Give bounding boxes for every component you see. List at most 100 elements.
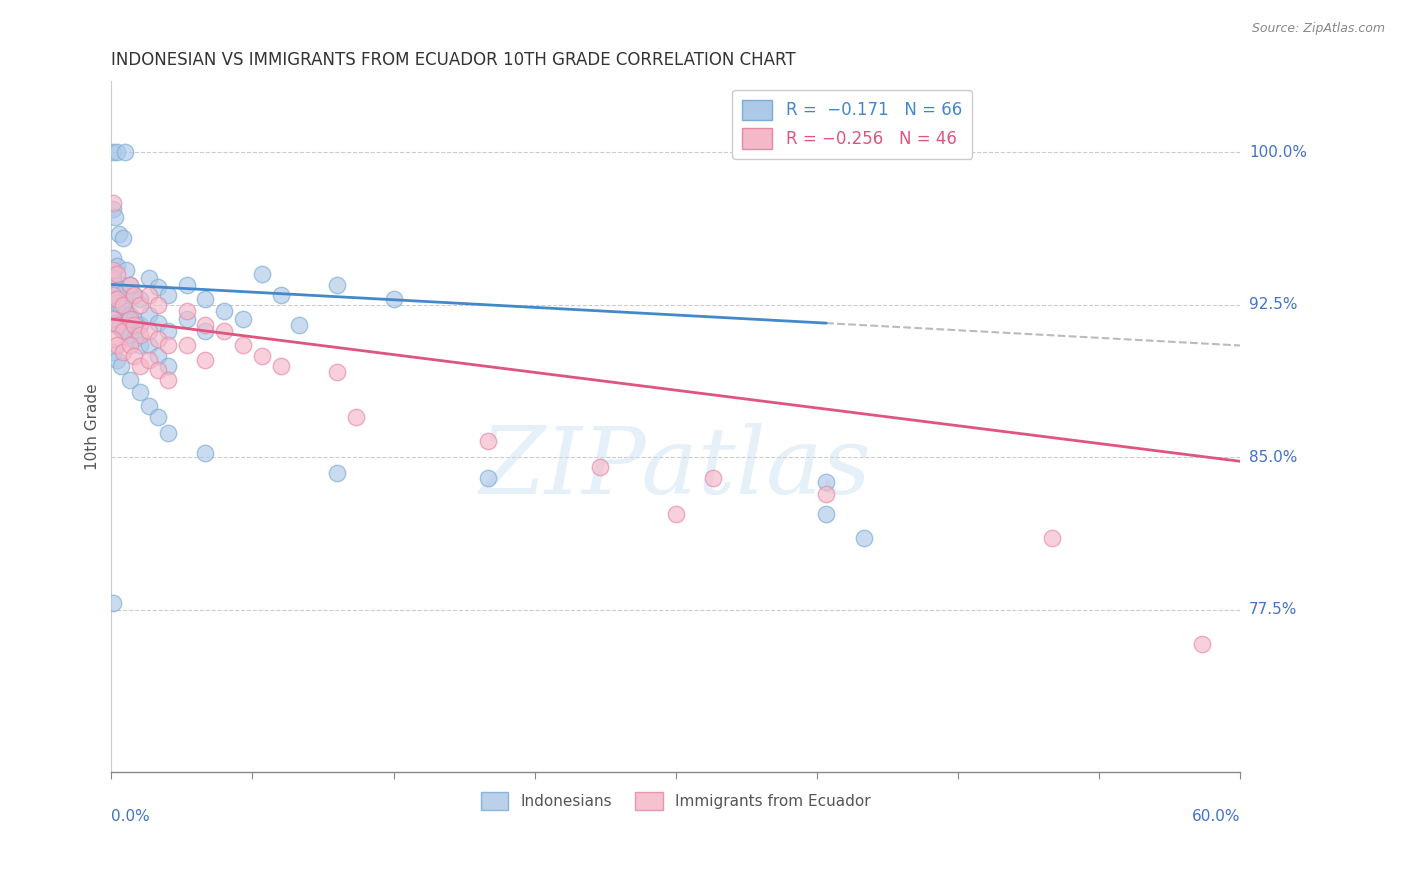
Point (115, 263, 138, 277)
Point (115, 304, 138, 318)
Point (138, 352, 160, 367)
Point (122, 349, 145, 363)
Point (128, 292, 150, 306)
Point (815, 507, 838, 521)
Point (326, 467, 349, 481)
Point (120, 277, 142, 292)
Point (815, 475, 838, 489)
Point (108, 320, 131, 334)
Point (120, 308, 142, 322)
Point (105, 259, 128, 273)
Point (111, 285, 134, 300)
Point (120, 373, 142, 387)
Text: 77.5%: 77.5% (1249, 602, 1298, 617)
Point (105, 292, 128, 306)
Point (1191, 637, 1213, 651)
Point (120, 338, 142, 352)
Legend: Indonesians, Immigrants from Ecuador: Indonesians, Immigrants from Ecuador (475, 786, 876, 816)
Point (103, 196, 125, 211)
Point (138, 338, 160, 352)
Point (128, 328, 150, 343)
Point (176, 304, 198, 318)
Point (156, 425, 179, 440)
Point (103, 312, 125, 326)
Point (103, 271, 125, 285)
Point (156, 324, 179, 338)
Point (103, 287, 125, 301)
Point (122, 287, 145, 301)
Point (148, 279, 170, 293)
Point (702, 470, 724, 484)
Point (156, 287, 179, 301)
Point (852, 532, 875, 546)
Point (138, 308, 160, 322)
Point (138, 287, 160, 301)
Point (103, 332, 125, 346)
Point (589, 460, 612, 475)
Point (108, 282, 131, 296)
Text: 60.0%: 60.0% (1191, 809, 1240, 823)
Point (122, 318, 145, 333)
Point (138, 400, 160, 414)
Point (104, 211, 127, 225)
Point (270, 359, 292, 373)
Point (111, 231, 134, 245)
Point (138, 271, 160, 285)
Point (111, 324, 134, 338)
Point (103, 292, 125, 306)
Point (103, 263, 125, 277)
Point (156, 338, 179, 352)
Text: 0.0%: 0.0% (111, 809, 150, 823)
Point (382, 292, 405, 306)
Point (122, 312, 145, 326)
Point (120, 328, 142, 343)
Point (156, 359, 179, 373)
Point (128, 338, 150, 352)
Point (194, 318, 217, 333)
Point (108, 227, 131, 241)
Point (270, 287, 292, 301)
Point (148, 363, 170, 377)
Point (815, 487, 838, 501)
Text: INDONESIAN VS IMMIGRANTS FROM ECUADOR 10TH GRADE CORRELATION CHART: INDONESIAN VS IMMIGRANTS FROM ECUADOR 10… (111, 51, 796, 69)
Point (105, 295, 128, 310)
Point (103, 251, 125, 265)
Point (194, 324, 217, 338)
Point (128, 385, 150, 400)
Point (232, 312, 254, 326)
Point (477, 470, 499, 484)
Point (148, 316, 170, 330)
Point (104, 277, 127, 292)
Point (128, 318, 150, 333)
Point (194, 292, 217, 306)
Point (148, 332, 170, 346)
Point (111, 344, 134, 359)
Point (665, 507, 688, 521)
Point (344, 409, 367, 424)
Point (128, 359, 150, 373)
Point (114, 145, 136, 160)
Text: 85.0%: 85.0% (1249, 450, 1298, 465)
Point (105, 145, 128, 160)
Point (232, 338, 254, 352)
Point (110, 300, 132, 314)
Text: ZIPatlas: ZIPatlas (479, 423, 872, 513)
Text: 92.5%: 92.5% (1249, 297, 1298, 312)
Point (110, 359, 132, 373)
Point (148, 409, 170, 424)
Point (288, 318, 311, 333)
Point (477, 434, 499, 448)
Point (122, 332, 145, 346)
Point (214, 304, 236, 318)
Point (104, 316, 127, 330)
Point (1040, 532, 1063, 546)
Point (148, 349, 170, 363)
Y-axis label: 10th Grade: 10th Grade (86, 384, 100, 470)
Point (156, 373, 179, 387)
Point (120, 312, 142, 326)
Point (214, 324, 236, 338)
Point (250, 268, 273, 282)
Point (103, 597, 125, 611)
Point (122, 287, 145, 301)
Point (176, 312, 198, 326)
